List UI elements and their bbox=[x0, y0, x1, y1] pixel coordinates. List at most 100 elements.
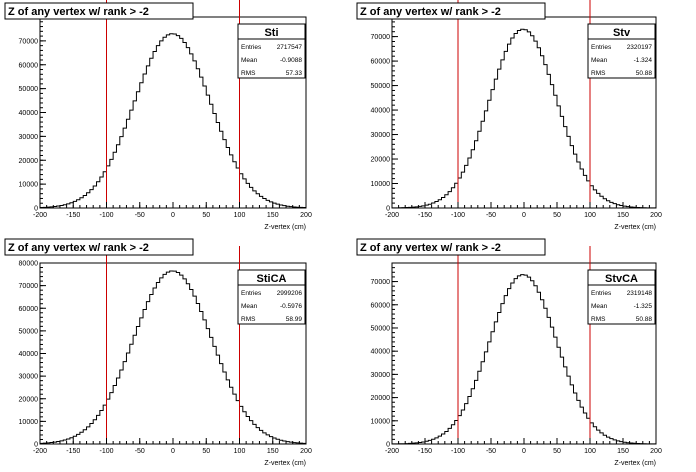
stats-mean-value: -1.325 bbox=[634, 303, 653, 310]
title-box bbox=[356, 2, 546, 20]
y-tick-label: 30000 bbox=[19, 134, 39, 141]
x-tick-label: 0 bbox=[522, 212, 526, 219]
stats-entries-value: 2717547 bbox=[277, 44, 303, 51]
stats-rms-label: RMS bbox=[591, 70, 606, 77]
x-tick-label: 0 bbox=[522, 448, 526, 455]
x-tick-label: 150 bbox=[267, 212, 279, 219]
y-tick-label: 20000 bbox=[371, 395, 391, 402]
histogram-panel-4: -200 -150 -100 -50 0 50 100 150 200 0 10000 20000 30… bbox=[356, 238, 662, 467]
stats-entries-label: Entries bbox=[241, 44, 262, 51]
stats-entries-label: Entries bbox=[241, 290, 262, 297]
x-tick-label: -100 bbox=[451, 212, 465, 219]
x-tick-label: -200 bbox=[385, 448, 399, 455]
x-tick-label: 50 bbox=[553, 212, 561, 219]
x-tick-label: 150 bbox=[267, 448, 279, 455]
histogram-panel-3: -200 -150 -100 -50 0 50 100 150 200 0 10000 20000 30… bbox=[4, 238, 312, 467]
stats-mean-label: Mean bbox=[241, 303, 258, 310]
x-tick-label: 200 bbox=[300, 448, 312, 455]
x-axis-label: Z-vertex (cm) bbox=[264, 460, 306, 467]
y-tick-label: 50000 bbox=[371, 83, 391, 90]
x-tick-label: 50 bbox=[202, 212, 210, 219]
stats-entries-value: 2999206 bbox=[277, 290, 303, 297]
stats-box: StvCA Entries 2319148 Mean -1.325 RMS 50.88 bbox=[587, 269, 656, 325]
x-axis-label: Z-vertex (cm) bbox=[264, 224, 306, 231]
y-tick-label: 70000 bbox=[371, 34, 391, 41]
title-box bbox=[4, 238, 194, 256]
x-tick-label: 200 bbox=[650, 212, 662, 219]
x-tick-label: 200 bbox=[650, 448, 662, 455]
stats-name: StiCA bbox=[257, 273, 287, 285]
histogram-line bbox=[392, 274, 656, 445]
x-tick-label: -100 bbox=[451, 448, 465, 455]
x-tick-label: -200 bbox=[33, 448, 47, 455]
y-tick-label: 0 bbox=[34, 206, 38, 213]
histogram-panel-2: -200 -150 -100 -50 0 50 100 150 200 0 10000 20000 30… bbox=[356, 0, 662, 231]
chart-title: Z of any vertex w/ rank > -2 bbox=[360, 242, 501, 254]
y-tick-label: 40000 bbox=[19, 351, 39, 358]
stats-entries-label: Entries bbox=[591, 44, 612, 51]
y-tick-label: 20000 bbox=[19, 396, 39, 403]
stats-mean-label: Mean bbox=[591, 303, 608, 310]
x-tick-label: 50 bbox=[553, 448, 561, 455]
stats-mean-label: Mean bbox=[591, 57, 608, 64]
x-tick-label: -200 bbox=[385, 212, 399, 219]
stats-rms-value: 58.99 bbox=[286, 316, 303, 323]
stats-name: Sti bbox=[264, 27, 278, 39]
stats-mean-label: Mean bbox=[241, 57, 258, 64]
y-tick-label: 40000 bbox=[371, 349, 391, 356]
stats-mean-value: -0.9088 bbox=[280, 57, 302, 64]
y-tick-label: 0 bbox=[386, 442, 390, 449]
y-tick-label: 70000 bbox=[19, 38, 39, 45]
stats-rms-value: 57.33 bbox=[286, 70, 303, 77]
x-tick-label: -50 bbox=[135, 212, 145, 219]
y-tick-label: 30000 bbox=[371, 372, 391, 379]
stats-name: Stv bbox=[613, 27, 631, 39]
y-tick-label: 60000 bbox=[19, 306, 39, 313]
stats-entries-label: Entries bbox=[591, 290, 612, 297]
x-tick-label: -150 bbox=[66, 212, 80, 219]
x-tick-label: -50 bbox=[135, 448, 145, 455]
x-tick-label: 150 bbox=[617, 448, 629, 455]
y-tick-label: 10000 bbox=[371, 181, 391, 188]
histogram-line bbox=[392, 28, 656, 209]
y-tick-label: 60000 bbox=[371, 302, 391, 309]
x-tick-label: 100 bbox=[584, 448, 596, 455]
stats-box-frame bbox=[237, 23, 306, 79]
x-tick-label: 200 bbox=[300, 212, 312, 219]
y-tick-label: 80000 bbox=[19, 261, 39, 268]
chart-title: Z of any vertex w/ rank > -2 bbox=[8, 6, 149, 18]
stats-mean-value: -1.324 bbox=[634, 57, 653, 64]
chart-title: Z of any vertex w/ rank > -2 bbox=[360, 6, 501, 18]
stats-box: StiCA Entries 2999206 Mean -0.5976 RMS 58.99 bbox=[237, 269, 306, 325]
stats-box-frame bbox=[237, 269, 306, 325]
y-tick-label: 40000 bbox=[19, 110, 39, 117]
y-tick-label: 0 bbox=[34, 442, 38, 449]
stats-box-frame bbox=[587, 23, 656, 79]
x-tick-label: 150 bbox=[617, 212, 629, 219]
x-tick-label: -100 bbox=[99, 448, 113, 455]
stats-entries-value: 2319148 bbox=[627, 290, 653, 297]
stats-name: StvCA bbox=[605, 273, 638, 285]
stats-rms-label: RMS bbox=[241, 70, 256, 77]
stats-rms-value: 50.88 bbox=[636, 70, 653, 77]
y-tick-label: 30000 bbox=[19, 374, 39, 381]
x-tick-label: -50 bbox=[486, 212, 496, 219]
stats-mean-value: -0.5976 bbox=[280, 303, 302, 310]
x-tick-label: -150 bbox=[66, 448, 80, 455]
y-tick-label: 50000 bbox=[19, 86, 39, 93]
stats-rms-label: RMS bbox=[241, 316, 256, 323]
y-tick-label: 60000 bbox=[19, 62, 39, 69]
histogram-line bbox=[40, 33, 306, 209]
y-tick-label: 10000 bbox=[371, 418, 391, 425]
y-tick-label: 0 bbox=[386, 206, 390, 213]
y-tick-label: 50000 bbox=[371, 325, 391, 332]
y-tick-label: 50000 bbox=[19, 328, 39, 335]
histogram-line bbox=[40, 270, 306, 444]
x-tick-label: 100 bbox=[234, 212, 246, 219]
x-tick-label: -150 bbox=[418, 448, 432, 455]
y-tick-label: 60000 bbox=[371, 59, 391, 66]
y-tick-label: 70000 bbox=[19, 283, 39, 290]
